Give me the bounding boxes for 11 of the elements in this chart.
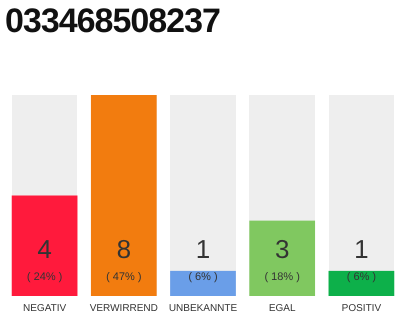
data-label: 1 ( 6% ) [346, 234, 376, 284]
data-label: 3 ( 18% ) [264, 234, 300, 284]
data-label: 1 ( 6% ) [188, 234, 218, 284]
x-tick-label: VERWIRREND [90, 302, 158, 314]
x-tick-label: UNBEKANNTE [168, 302, 238, 314]
chart-title: 033468508237 [5, 2, 220, 41]
x-tick-label: NEGATIV [23, 302, 67, 314]
data-label: 8 ( 47% ) [106, 234, 142, 284]
data-label: 4 ( 24% ) [26, 234, 62, 284]
x-tick-label: POSITIV [342, 302, 382, 314]
x-tick-label: EGAL [268, 302, 296, 314]
